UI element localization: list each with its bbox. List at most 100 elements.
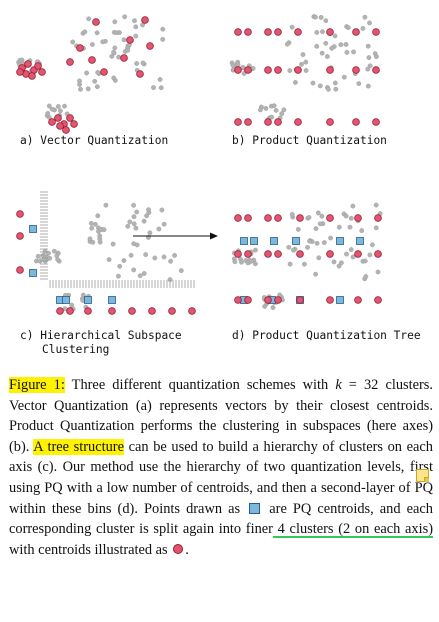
data-point: [178, 268, 184, 273]
centroid: [274, 214, 282, 222]
centroid: [56, 122, 64, 130]
arrow-to-panel-d: [133, 232, 218, 240]
data-point: [55, 104, 61, 109]
data-point: [372, 51, 378, 56]
data-point: [279, 111, 285, 117]
data-point: [89, 225, 95, 231]
centroid: [234, 28, 242, 36]
pq-centroid-square: [29, 225, 37, 233]
centroid: [148, 307, 156, 315]
data-point: [131, 214, 137, 220]
data-point: [84, 70, 90, 76]
data-point: [172, 252, 178, 258]
data-point: [290, 247, 296, 253]
data-point: [289, 24, 295, 30]
data-point: [121, 258, 127, 263]
data-point: [125, 223, 131, 229]
centroid: [16, 232, 24, 240]
centroid: [88, 56, 96, 64]
centroid: [168, 307, 176, 315]
centroid: [294, 28, 302, 36]
data-point: [307, 238, 312, 244]
centroid: [108, 307, 116, 315]
panel-caption-b: b) Product Quantization: [232, 134, 387, 147]
data-point: [287, 261, 293, 267]
data-point: [347, 224, 353, 230]
data-point: [263, 106, 269, 111]
centroid: [76, 44, 84, 52]
data-point: [109, 53, 115, 59]
data-point: [350, 254, 356, 260]
data-point: [313, 271, 318, 277]
centroid: [244, 296, 252, 304]
data-point: [168, 258, 174, 264]
data-point: [94, 84, 100, 90]
data-point: [314, 240, 320, 246]
data-point: [356, 81, 362, 87]
data-point: [161, 221, 167, 227]
data-point: [131, 221, 137, 227]
panel-caption-c-line1: c) Hierarchical Subspace: [20, 329, 182, 342]
data-point: [90, 42, 95, 47]
data-point: [286, 244, 292, 250]
data-point: [86, 16, 92, 22]
data-point: [348, 247, 354, 253]
highlighted-phrase[interactable]: A tree structure: [33, 438, 124, 455]
pq-centroid-square: [292, 237, 300, 245]
sticky-note-icon[interactable]: [416, 469, 429, 482]
data-point: [270, 305, 276, 310]
centroid: [264, 250, 272, 258]
centroid: [374, 250, 382, 258]
data-point: [133, 24, 139, 30]
centroid: [372, 28, 380, 36]
centroid: [66, 307, 74, 315]
data-point: [152, 255, 158, 261]
data-point: [300, 52, 306, 57]
data-point: [351, 49, 356, 55]
data-point: [317, 221, 323, 227]
centroid: [374, 214, 382, 222]
data-point: [312, 14, 318, 20]
underlined-phrase[interactable]: 4 clusters (2 on each axis): [272, 521, 434, 538]
data-point: [332, 80, 338, 86]
data-point: [97, 236, 103, 242]
centroid: [84, 307, 92, 315]
data-point: [95, 213, 101, 219]
data-point: [121, 37, 127, 43]
data-point: [284, 41, 290, 47]
centroid: [326, 250, 334, 258]
centroid: [244, 28, 252, 36]
caption-text-5: with centroids illustrated as: [9, 541, 172, 558]
data-point: [323, 40, 329, 46]
panel-caption-d: d) Product Quantization Tree: [232, 329, 421, 342]
data-point: [133, 225, 139, 231]
data-point: [348, 215, 354, 221]
centroid: [244, 214, 252, 222]
data-point: [156, 226, 162, 232]
caption-text-4: are PQ centroids, and each corresponding…: [9, 500, 434, 538]
centroid: [34, 62, 42, 70]
data-point: [321, 240, 327, 246]
data-point: [151, 85, 156, 91]
centroid: [234, 66, 242, 74]
data-point: [93, 221, 98, 227]
data-point: [85, 86, 91, 92]
data-point: [127, 219, 133, 225]
centroid: [120, 54, 128, 62]
data-point: [125, 47, 131, 53]
data-point: [373, 225, 379, 231]
data-point: [131, 241, 137, 247]
centroid: [274, 296, 282, 304]
data-point: [366, 55, 372, 60]
data-point: [331, 259, 337, 265]
data-point: [47, 255, 53, 261]
data-point: [122, 14, 128, 20]
data-point: [77, 82, 83, 87]
data-point: [295, 226, 301, 232]
data-point: [362, 258, 368, 264]
data-point: [144, 213, 150, 219]
data-point: [230, 63, 236, 68]
data-point: [103, 202, 109, 208]
centroid: [234, 118, 242, 126]
data-point: [141, 271, 147, 276]
